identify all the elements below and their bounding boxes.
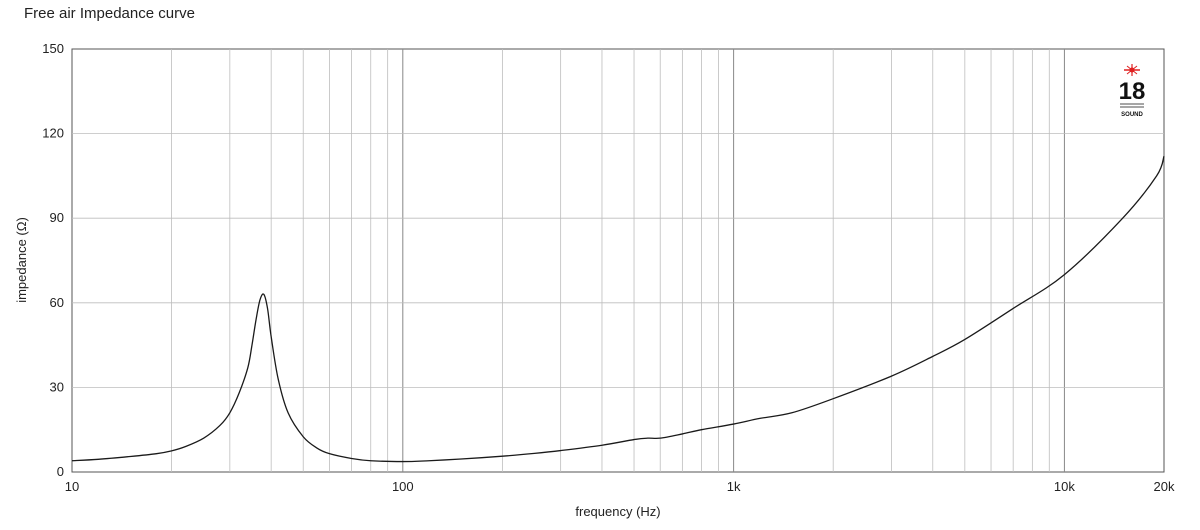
plot-area: [71, 48, 1165, 473]
y-tick-labels: 0 30 60 90 120 150: [42, 41, 64, 479]
logo-text: 18: [1119, 78, 1146, 105]
impedance-curve-line: [71, 155, 1165, 463]
grid-lines: [72, 49, 1164, 472]
chart-title: Free air Impedance curve: [24, 5, 195, 22]
x-tick-label: 1k: [727, 479, 741, 494]
brand-logo: 18 SOUND: [1112, 62, 1152, 122]
logo-subtext: SOUND: [1121, 112, 1143, 118]
y-tick-label: 0: [57, 464, 64, 479]
x-tick-label: 10: [65, 479, 79, 494]
y-tick-label: 120: [42, 126, 64, 141]
y-tick-label: 90: [50, 210, 64, 225]
logo-star-icon: [1124, 64, 1140, 76]
x-axis-label: frequency (Hz): [575, 504, 660, 519]
y-tick-label: 150: [42, 41, 64, 56]
x-tick-label: 20k: [1154, 479, 1175, 494]
x-tick-label: 100: [392, 479, 414, 494]
y-axis-label: impedance (Ω): [14, 217, 29, 303]
y-tick-label: 60: [50, 295, 64, 310]
x-tick-labels: 10 100 1k 10k 20k: [65, 479, 1175, 494]
x-tick-label: 10k: [1054, 479, 1075, 494]
y-tick-label: 30: [50, 379, 64, 394]
